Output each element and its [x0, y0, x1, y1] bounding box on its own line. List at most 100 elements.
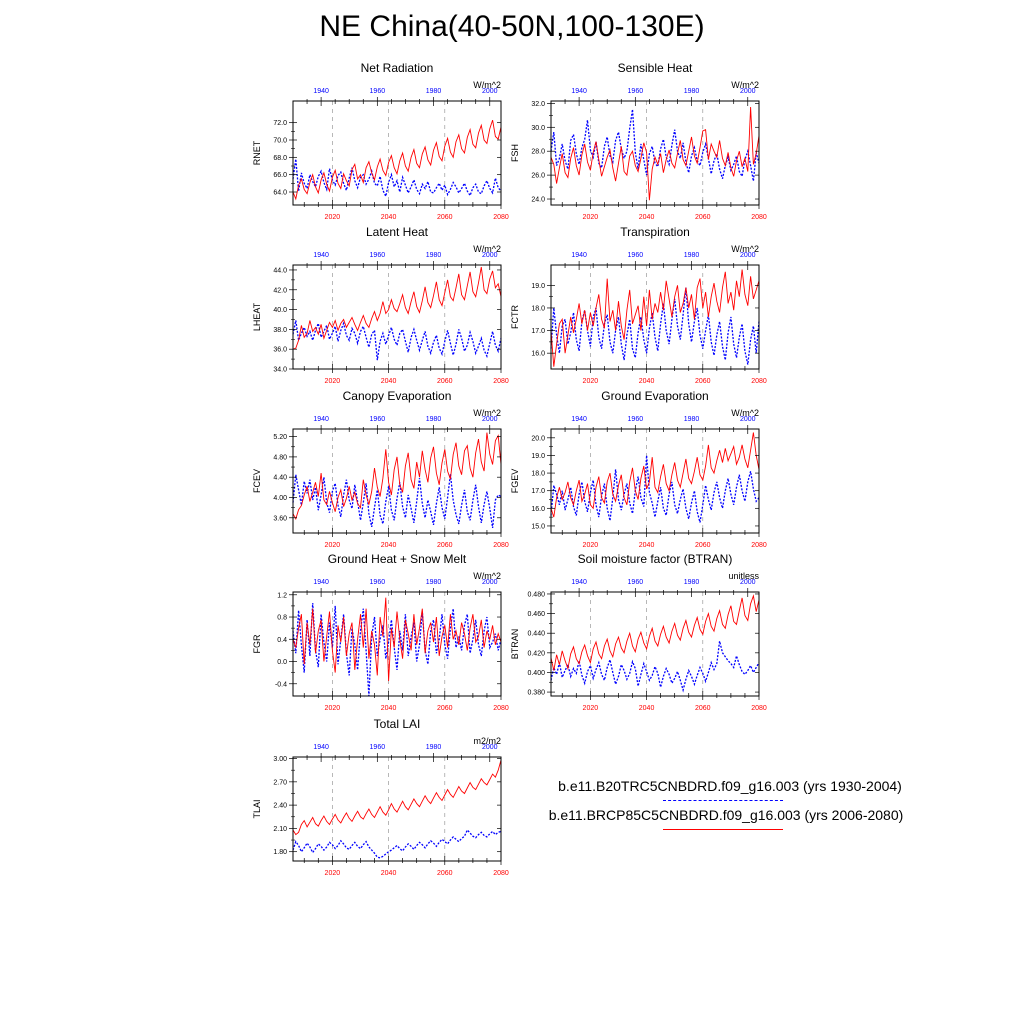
- x-tick-label-top: 1980: [426, 744, 442, 751]
- y-tick-label: 4.40: [273, 475, 287, 482]
- x-tick-label-top: 2000: [482, 252, 498, 259]
- x-tick-label-bottom: 2040: [639, 378, 655, 385]
- y-tick-label: 32.0: [531, 101, 545, 108]
- x-tick-label-top: 1980: [426, 579, 442, 586]
- x-tick-label-top: 2000: [740, 579, 756, 586]
- x-tick-label-top: 1960: [370, 252, 386, 259]
- y-tick-label: 1.80: [273, 849, 287, 856]
- series-line-future: [292, 266, 502, 350]
- y-tick-label: 19.0: [531, 283, 545, 290]
- y-tick-label: 20.0: [531, 435, 545, 442]
- chart-panel-fsh: Sensible Heat W/m^2 2020 2040 2060 2080 1940 19…: [510, 61, 767, 221]
- chart-title: Ground Evaporation: [601, 389, 708, 403]
- y-tick-label: 72.0: [273, 120, 287, 127]
- y-tick-label: 0.4: [277, 637, 287, 644]
- y-tick-label: 34.0: [273, 367, 287, 374]
- chart-units: W/m^2: [473, 80, 501, 90]
- y-axis-label: FCEV: [252, 469, 262, 493]
- y-tick-label: 0.440: [527, 631, 545, 638]
- y-tick-label: 3.60: [273, 515, 287, 522]
- y-tick-label: 64.0: [273, 190, 287, 197]
- series-line-future: [292, 432, 502, 520]
- series-line-historical: [550, 455, 760, 523]
- y-axis-label: TLAI: [252, 799, 262, 818]
- x-tick-label-bottom: 2020: [325, 378, 341, 385]
- chart-title: Total LAI: [374, 717, 421, 731]
- chart-panel-tlai: Total LAI m2/m2 2020 2040 2060 2080 1940 1960 19…: [252, 717, 509, 877]
- chart-units: W/m^2: [473, 408, 501, 418]
- chart-units: W/m^2: [473, 244, 501, 254]
- x-tick-label-top: 1940: [313, 88, 329, 95]
- y-tick-label: 15.0: [531, 523, 545, 530]
- series-line-future: [292, 597, 502, 682]
- y-tick-label: 0.400: [527, 670, 545, 677]
- chart-title: Net Radiation: [361, 61, 434, 75]
- x-tick-label-bottom: 2040: [381, 214, 397, 221]
- y-tick-label: 0.380: [527, 690, 545, 697]
- x-tick-label-bottom: 2060: [695, 214, 711, 221]
- series-line-future: [292, 119, 502, 201]
- x-tick-label-bottom: 2040: [639, 705, 655, 712]
- y-tick-label: 26.0: [531, 173, 545, 180]
- y-tick-label: 36.0: [273, 347, 287, 354]
- chart-panel-lheat: Latent Heat W/m^2 2020 2040 2060 2080 1940 1960…: [252, 225, 509, 385]
- y-tick-label: 4.80: [273, 454, 287, 461]
- chart-title: Canopy Evaporation: [343, 389, 452, 403]
- x-tick-label-top: 1980: [684, 252, 700, 259]
- x-tick-label-top: 1940: [571, 88, 587, 95]
- x-tick-label-top: 1980: [684, 88, 700, 95]
- y-tick-label: 16.0: [531, 351, 545, 358]
- y-axis-label: LHEAT: [252, 302, 262, 331]
- x-tick-label-top: 1940: [313, 744, 329, 751]
- chart-units: unitless: [728, 571, 759, 581]
- x-tick-label-bottom: 2080: [493, 705, 509, 712]
- x-tick-label-top: 2000: [482, 416, 498, 423]
- y-tick-label: 0.420: [527, 650, 545, 657]
- series-line-future: [550, 269, 760, 367]
- y-tick-label: 2.10: [273, 826, 287, 833]
- x-tick-label-bottom: 2080: [493, 542, 509, 549]
- x-tick-label-top: 2000: [740, 88, 756, 95]
- chart-title: Latent Heat: [366, 225, 429, 239]
- legend-historical-label: b.e11.B20TRC5CNBDRD.f09_g16.003 (yrs 193…: [558, 778, 902, 794]
- y-tick-label: 5.20: [273, 434, 287, 441]
- x-tick-label-bottom: 2080: [493, 378, 509, 385]
- x-tick-label-bottom: 2060: [437, 378, 453, 385]
- x-tick-label-top: 1980: [426, 416, 442, 423]
- x-tick-label-bottom: 2080: [751, 378, 767, 385]
- y-axis-label: FGR: [252, 634, 262, 653]
- x-tick-label-top: 2000: [482, 88, 498, 95]
- x-tick-label-bottom: 2020: [583, 378, 599, 385]
- chart-panel-fgr: Ground Heat + Snow Melt W/m^2 2020 2040 2060…: [252, 552, 509, 712]
- legend-historical-swatch: [663, 800, 783, 801]
- y-tick-label: 18.0: [531, 471, 545, 478]
- y-tick-label: 16.0: [531, 506, 545, 513]
- x-tick-label-top: 2000: [482, 579, 498, 586]
- x-tick-label-top: 2000: [482, 744, 498, 751]
- chart-title: Sensible Heat: [618, 61, 693, 75]
- plot-frame: [292, 428, 502, 534]
- chart-units: W/m^2: [473, 571, 501, 581]
- x-tick-label-bottom: 2080: [751, 542, 767, 549]
- x-tick-label-top: 1960: [628, 88, 644, 95]
- series-line-future: [550, 432, 760, 518]
- series-line-historical: [550, 109, 760, 182]
- y-tick-label: 0.0: [277, 659, 287, 666]
- y-tick-label: 42.0: [273, 287, 287, 294]
- y-tick-label: 2.40: [273, 803, 287, 810]
- x-tick-label-bottom: 2080: [493, 214, 509, 221]
- x-tick-label-top: 1960: [370, 744, 386, 751]
- x-tick-label-bottom: 2040: [639, 542, 655, 549]
- x-tick-label-bottom: 2020: [325, 542, 341, 549]
- series-line-future: [550, 106, 760, 201]
- page-title: NE China(40-50N,100-130E): [319, 10, 705, 43]
- y-tick-label: 30.0: [531, 125, 545, 132]
- y-tick-label: 38.0: [273, 327, 287, 334]
- x-tick-label-top: 1960: [628, 416, 644, 423]
- y-tick-label: 68.0: [273, 155, 287, 162]
- chart-units: W/m^2: [731, 80, 759, 90]
- y-tick-label: 18.0: [531, 305, 545, 312]
- x-tick-label-bottom: 2020: [583, 542, 599, 549]
- x-tick-label-bottom: 2020: [325, 870, 341, 877]
